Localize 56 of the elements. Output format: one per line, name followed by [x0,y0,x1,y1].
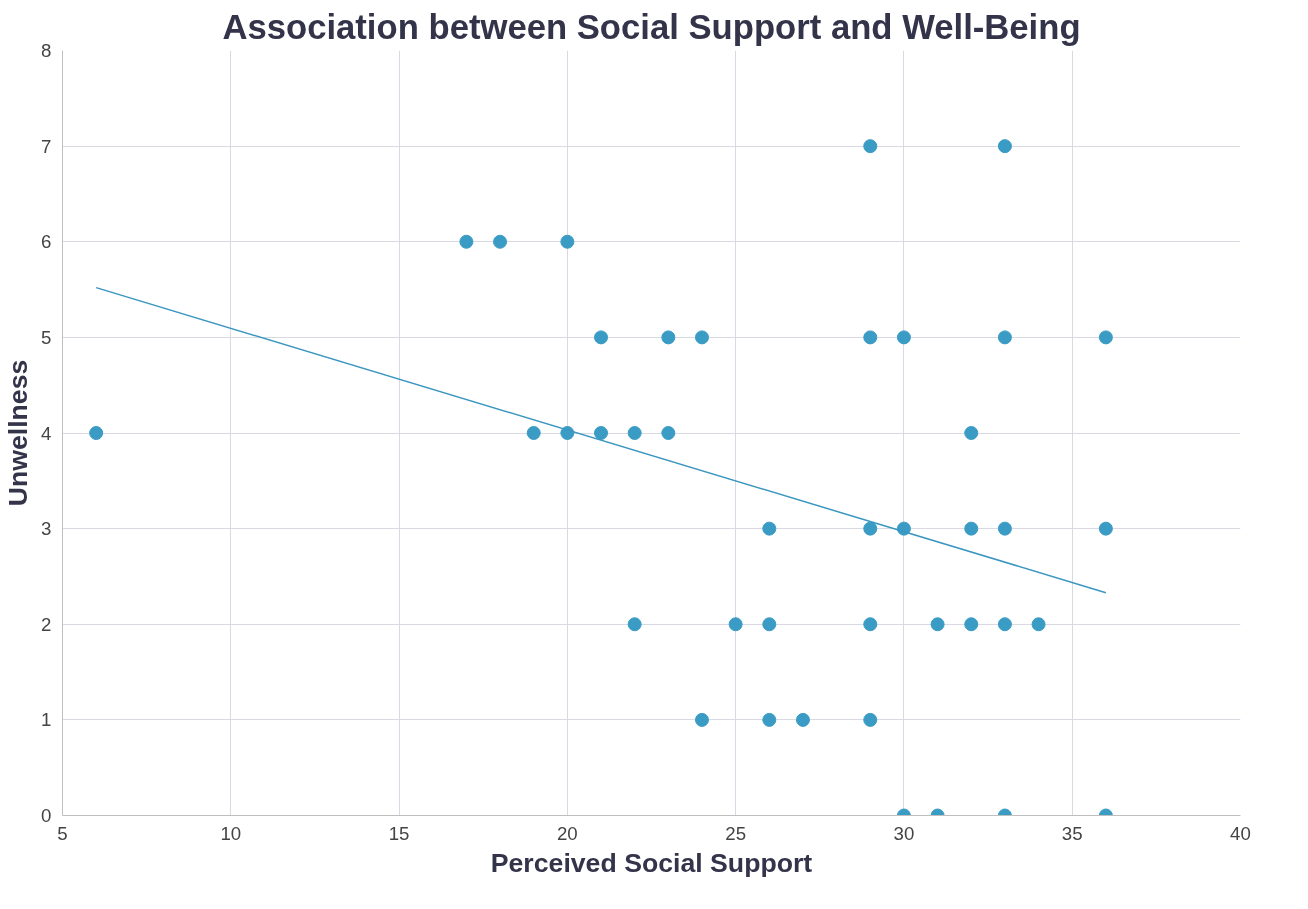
point [493,234,508,249]
point [762,617,777,632]
point [964,617,979,632]
point [964,521,979,536]
point [661,426,676,440]
point [930,617,945,632]
point [694,712,709,727]
point [526,426,541,440]
point [560,426,575,440]
x-tick-label: 35 [1061,822,1083,844]
point [997,521,1012,536]
point [728,617,743,632]
y-tick-label: 2 [41,613,52,635]
point [1098,330,1113,345]
point [997,617,1012,632]
y-tick-label: 5 [41,326,52,348]
point [795,712,810,727]
x-tick-label: 30 [893,822,915,844]
chart-title: Association between Social Support and Well-Being [222,7,1081,46]
y-axis-title: Unwellness [3,359,34,507]
x-tick-label: 15 [388,822,410,844]
point [762,521,777,536]
y-tick-label: 1 [41,709,52,731]
x-axis-title: Perceived Social Support [490,847,813,878]
x-tick-label: 5 [57,822,68,844]
y-tick-label: 0 [41,805,52,826]
x-tick-label: 20 [556,822,578,844]
point [896,330,911,345]
y-tick-label: 4 [41,422,52,444]
point [627,617,642,632]
point [560,234,575,249]
point [997,139,1012,154]
y-tick-label: 8 [41,40,52,61]
x-tick-label: 10 [220,822,242,844]
x-tick-label: 40 [1230,822,1251,844]
point [762,712,777,727]
point [863,330,878,345]
point [863,712,878,727]
point [459,234,474,249]
point [863,617,878,632]
y-tick-label: 3 [41,518,52,540]
point [863,139,878,154]
point [863,521,878,536]
point [594,330,609,345]
y-tick-label: 6 [41,231,52,253]
x-tick-label: 25 [725,822,747,844]
point [661,330,676,345]
point [89,426,104,440]
point [594,426,609,440]
point [694,330,709,345]
point [1098,521,1113,536]
point [997,330,1012,345]
y-tick-label: 7 [41,135,52,157]
point [964,426,979,440]
point [1031,617,1046,632]
point [627,426,642,440]
